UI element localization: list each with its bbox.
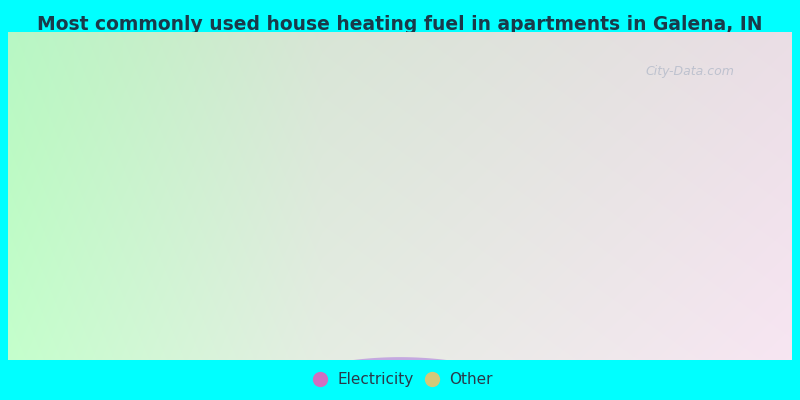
Text: Most commonly used house heating fuel in apartments in Galena, IN: Most commonly used house heating fuel in… (38, 14, 762, 34)
Text: Other: Other (450, 372, 493, 387)
Text: Electricity: Electricity (338, 372, 414, 387)
Text: City-Data.com: City-Data.com (646, 65, 734, 78)
Polygon shape (109, 357, 691, 400)
